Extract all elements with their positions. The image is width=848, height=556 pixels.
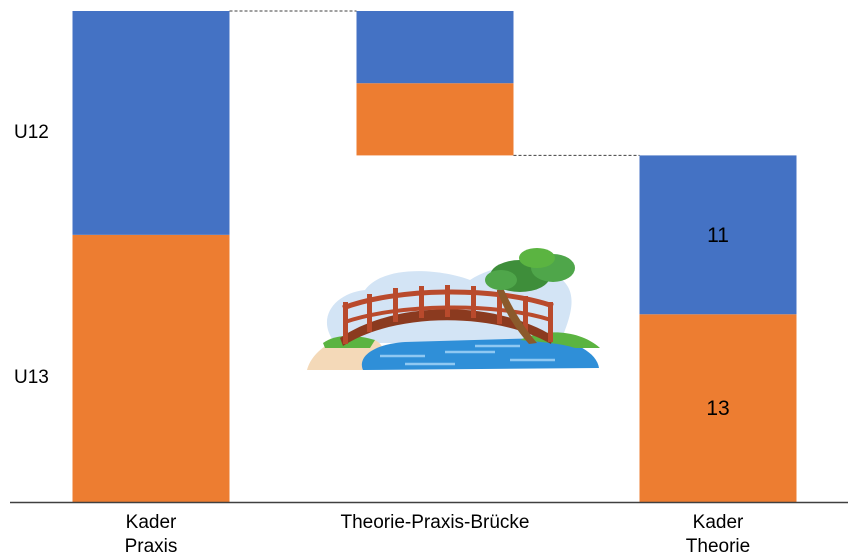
x-tick-label-kader-praxis-line1: Kader — [126, 512, 177, 533]
bar-segment-theorie-praxis-br-cke-u13 — [356, 83, 514, 156]
bridge-over-water-icon — [307, 248, 600, 370]
connectors-layer — [229, 10, 640, 156]
data-label-kader-theorie-u13: 13 — [706, 397, 729, 420]
x-tick-label-kader-theorie-line2: Theorie — [686, 536, 750, 556]
bar-segment-kader-theorie-u13 — [639, 314, 797, 502]
x-tick-label-kader-theorie-line1: Kader — [693, 512, 744, 533]
x-tick-label-bruecke: Theorie-Praxis-Brücke — [341, 512, 530, 533]
bar-segment-kader-theorie-u12 — [639, 155, 797, 315]
y-tick-label-u13: U13 — [14, 367, 49, 388]
bars-layer — [72, 11, 797, 502]
data-label-kader-theorie-u12: 11 — [707, 224, 729, 247]
data-labels-layer: 13 11 — [706, 224, 729, 420]
y-tick-label-u12: U12 — [14, 122, 49, 143]
bar-segment-kader-praxis-u12 — [72, 11, 230, 235]
bar-segment-kader-praxis-u13 — [72, 234, 230, 502]
bar-segment-theorie-praxis-br-cke-u12 — [356, 11, 514, 84]
x-tick-label-kader-praxis-line2: Praxis — [125, 536, 178, 556]
